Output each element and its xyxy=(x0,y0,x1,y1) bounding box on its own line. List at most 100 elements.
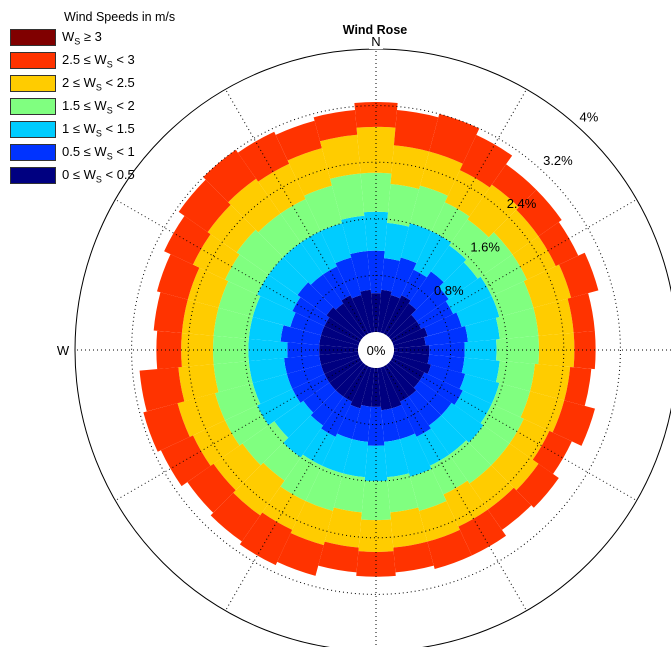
sector-bar-120-class-3 xyxy=(480,403,524,444)
legend-title: Wind Speeds in m/s xyxy=(64,10,176,24)
sector-bar-30-class-4 xyxy=(444,170,490,217)
legend-item: 0.5 ≤ WS < 1 xyxy=(10,141,185,164)
sector-bar-60-class-2 xyxy=(445,276,492,314)
sector-bar-260-class-1 xyxy=(284,354,322,374)
sector-bar-220-class-1 xyxy=(310,390,344,426)
sector-bar-250-class-0 xyxy=(321,354,360,375)
sector-bar-30-class-3 xyxy=(431,202,470,243)
sector-bar-100-class-2 xyxy=(461,357,500,383)
sector-bar-310-class-5 xyxy=(178,179,231,233)
legend-swatch xyxy=(10,144,56,161)
sector-bar-50-class-0 xyxy=(388,314,417,340)
sector-bar-230-class-3 xyxy=(242,421,289,466)
sector-bar-180-class-4 xyxy=(358,519,394,552)
legend-item: 1.5 ≤ WS < 2 xyxy=(10,95,185,118)
sector-bar-340-class-1 xyxy=(335,257,362,299)
sector-bar-0-class-5 xyxy=(354,102,398,128)
sector-bar-220-class-0 xyxy=(335,362,366,397)
sector-bar-300-class-0 xyxy=(324,317,362,343)
sector-bar-20-class-4 xyxy=(420,151,463,196)
sector-bar-80-class-3 xyxy=(495,307,539,340)
sector-bar-280-class-3 xyxy=(213,307,253,339)
sector-bar-280-class-5 xyxy=(153,292,188,334)
sector-bar-110-class-5 xyxy=(552,400,595,446)
sector-bar-160-class-2 xyxy=(399,433,432,477)
sector-bar-240-class-0 xyxy=(324,357,362,383)
sector-bar-310-class-3 xyxy=(236,229,284,275)
sector-bar-250-class-4 xyxy=(177,393,226,437)
sector-bar-180-class-1 xyxy=(367,406,385,446)
sector-bar-110-class-1 xyxy=(427,364,466,390)
legend-swatch xyxy=(10,121,56,138)
sector-bar-40-class-3 xyxy=(449,219,489,260)
sector-bar-230-class-4 xyxy=(213,443,261,491)
sector-bar-240-class-4 xyxy=(192,420,240,466)
radial-tick-label-1: 0.8% xyxy=(434,283,464,298)
sector-bar-0-class-0 xyxy=(371,293,381,333)
legend-item: 2.5 ≤ WS < 3 xyxy=(10,49,185,72)
sector-bar-190-class-5 xyxy=(318,541,359,573)
sector-bar-280-class-1 xyxy=(280,325,322,346)
sector-bar-70-class-0 xyxy=(392,327,428,346)
sector-bar-30-class-2 xyxy=(413,231,452,278)
sector-bar-70-class-5 xyxy=(559,252,599,298)
sector-bar-280-class-4 xyxy=(181,299,219,336)
sector-bar-60-class-3 xyxy=(480,254,527,297)
sector-bar-320-class-2 xyxy=(283,242,324,285)
sector-bar-160-class-4 xyxy=(419,500,460,542)
sector-bar-330-class-5 xyxy=(237,131,290,182)
sector-bar-90-class-2 xyxy=(464,339,497,361)
sector-bar-300-class-2 xyxy=(257,274,301,311)
sector-bar-210-class-1 xyxy=(321,396,352,437)
sector-bar-70-class-1 xyxy=(424,312,462,337)
sector-bar-130-class-2 xyxy=(441,402,484,443)
sector-bar-10-class-2 xyxy=(384,222,410,261)
chart-title: Wind Rose xyxy=(342,23,408,37)
sector-bar-340-class-3 xyxy=(304,185,343,232)
sector-bar-10-class-3 xyxy=(387,184,420,227)
sector-bar-100-class-1 xyxy=(427,354,465,373)
direction-label-N: N xyxy=(371,34,380,49)
sector-bar-320-class-0 xyxy=(335,303,366,338)
grid-ring-4 xyxy=(131,105,621,595)
sector-bar-70-class-3 xyxy=(491,281,534,317)
sector-bar-50-class-3 xyxy=(463,232,513,279)
sector-bar-190-class-1 xyxy=(352,404,372,442)
sector-bar-240-class-5 xyxy=(160,435,211,487)
sector-bar-290-class-0 xyxy=(321,325,360,346)
sector-bar-100-class-0 xyxy=(393,351,430,364)
sector-bar-30-class-0 xyxy=(383,295,411,336)
sector-bar-250-class-1 xyxy=(286,364,325,390)
sector-bar-190-class-0 xyxy=(361,367,375,407)
sector-bar-270-class-2 xyxy=(248,338,288,362)
sector-bar-200-class-1 xyxy=(336,404,361,440)
sector-bar-130-class-3 xyxy=(468,425,510,466)
sector-bar-190-class-3 xyxy=(333,473,365,513)
sector-bar-60-class-5 xyxy=(538,221,579,267)
sector-bar-200-class-0 xyxy=(350,366,372,409)
grid-ring-3 xyxy=(187,161,565,539)
sector-bar-290-class-3 xyxy=(218,281,261,317)
sector-bar-320-class-5 xyxy=(203,149,257,203)
sector-bar-320-class-1 xyxy=(310,274,344,310)
sector-bar-170-class-0 xyxy=(377,367,392,411)
sector-bar-110-class-4 xyxy=(520,391,565,433)
sector-bar-100-class-3 xyxy=(495,360,535,392)
legend-label: 2 ≤ WS < 2.5 xyxy=(62,74,135,93)
sector-bar-340-class-0 xyxy=(351,295,372,334)
sector-bar-250-class-2 xyxy=(252,373,293,404)
sector-bar-320-class-3 xyxy=(258,213,301,258)
sector-bar-90-class-4 xyxy=(538,332,575,368)
sector-bar-210-class-0 xyxy=(343,364,369,402)
radial-tick-label-2: 1.6% xyxy=(470,239,500,254)
sector-bar-330-class-2 xyxy=(300,231,337,275)
sector-bar-160-class-1 xyxy=(391,404,416,440)
legend-swatch xyxy=(10,98,56,115)
sector-bar-150-class-1 xyxy=(400,396,431,437)
sector-bar-120-class-2 xyxy=(454,390,492,424)
sector-bar-30-class-5 xyxy=(459,134,513,188)
sector-bar-240-class-1 xyxy=(292,374,330,403)
legend-swatch xyxy=(10,29,56,46)
sector-bar-20-class-3 xyxy=(409,185,448,232)
